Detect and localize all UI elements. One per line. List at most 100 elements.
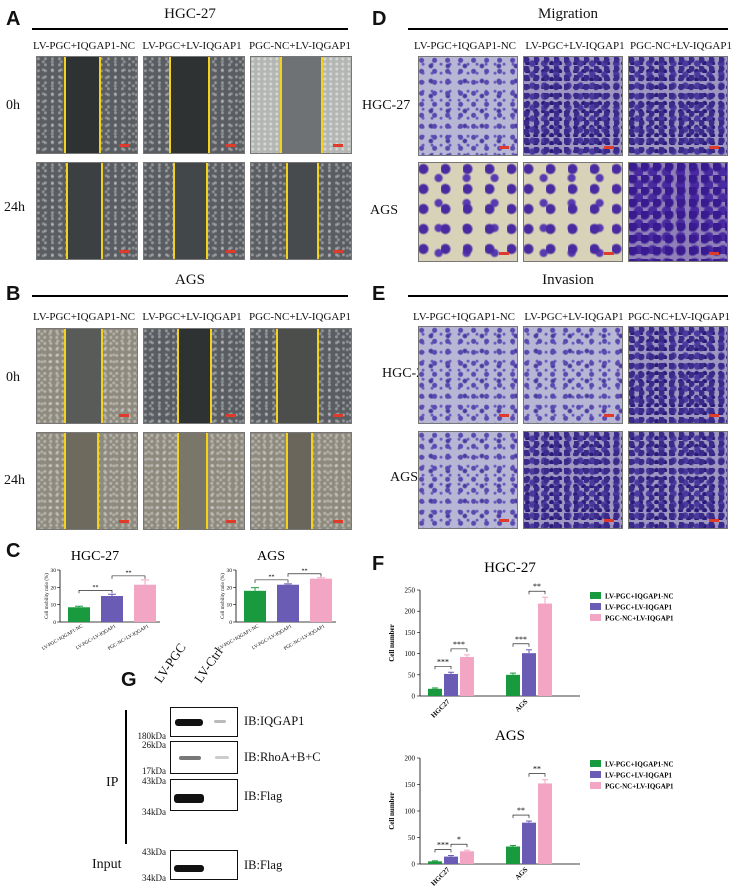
blot-band [179,756,201,760]
panel-e-col-3: PGC-NC+LV-IQGAP1 [628,311,730,323]
blot-band [174,794,204,803]
ib-label: IB:RhoA+B+C [244,750,321,764]
ip-bracket-line [125,710,127,844]
y-tick-label: 100 [405,808,416,816]
transwell-image [523,56,623,156]
panel-e-row-ags: AGS [390,470,419,485]
significance-label: *** [437,841,449,850]
significance-label: ** [533,582,541,591]
panel-e-col-2: LV-PGC+LV-IQGAP1 [524,311,624,323]
bar [444,673,458,696]
wound-image [36,328,138,424]
significance-bracket [254,579,289,583]
x-tick-label: HGC27 [430,865,452,887]
kda-label: 43kDa [142,847,166,857]
kda-label: 34kDa [142,807,166,817]
y-tick-label: 200 [405,755,416,763]
wound-image [250,56,352,154]
panel-b-rule [32,295,348,297]
blot-band [174,865,204,872]
significance-bracket [528,590,546,595]
y-tick-label: 50 [408,671,416,679]
y-tick-label: 100 [405,650,416,658]
bar [522,822,536,864]
y-axis-label: Cell mobility ratio (%) [45,573,50,619]
panel-e-title: Invasion [542,272,594,288]
transwell-image [418,326,518,424]
panel-b-col-3: PGC-NC+LV-IQGAP1 [249,311,351,323]
input-label: Input [92,857,122,872]
bar [522,653,536,696]
kda-label: 17kDa [142,766,166,776]
panel-b-col-1: LV-PGC+IQGAP1-NC [33,311,135,323]
panel-letter-d: D [372,8,387,30]
significance-bracket [512,643,530,647]
significance-bracket [512,814,530,819]
significance-bracket [287,573,322,577]
legend-label: PGC-NC+LV-IQGAP1 [605,615,674,623]
western-blot-rhoa [170,741,238,774]
bar [538,603,552,696]
x-tick-label: AGS [514,698,530,714]
bar [506,846,520,864]
y-tick-label: 30 [227,568,233,574]
legend-swatch [590,592,601,599]
panel-a-col-3: PGC-NC+LV-IQGAP1 [249,40,351,52]
blot-band [215,756,229,759]
y-tick-label: 10 [51,603,57,609]
significance-label: *** [437,657,449,666]
y-axis-label: Cell number [388,792,396,830]
y-tick-label: 20 [51,585,57,591]
y-tick-label: 150 [405,781,416,789]
significance-label: ** [126,570,132,576]
panel-e-col-1: LV-PGC+IQGAP1-NC [413,311,515,323]
y-tick-label: 250 [405,587,416,595]
legend-label: LV-PGC+IQGAP1-NC [605,593,674,601]
significance-bracket [434,665,452,670]
transwell-image [523,431,623,529]
legend-label: LV-PGC+IQGAP1-NC [605,761,674,769]
bar [134,584,156,622]
bar [460,851,474,864]
panel-a-col-1: LV-PGC+IQGAP1-NC [33,40,135,52]
bar [244,590,266,622]
panel-letter-b: B [6,283,21,305]
panel-letter-e: E [372,283,386,305]
western-blot-flag-ip [170,779,238,811]
wound-image [36,56,138,154]
legend-swatch [590,782,601,789]
wound-image [143,328,245,424]
significance-label: ** [517,806,525,815]
y-tick-label: 50 [408,834,416,842]
panel-a-title: HGC-27 [164,6,216,22]
panel-letter-f: F [372,553,385,575]
transwell-image [628,56,728,156]
panel-e-rule [408,295,728,297]
transwell-image [418,162,518,262]
legend-swatch [590,603,601,610]
blot-band [214,720,226,723]
panel-d-row-ags: AGS [370,203,399,218]
chart-title: HGC-27 [484,560,536,576]
panel-d-row-hgc27: HGC-27 [362,98,411,113]
legend-swatch [590,760,601,767]
bar [444,856,458,864]
y-tick-label: 0 [412,861,416,869]
significance-label: ** [93,585,99,591]
ib-label: IB:Flag [244,789,283,803]
significance-bracket [450,843,468,848]
transwell-image [628,162,728,262]
bar [428,861,442,864]
panel-b-row-24h: 24h [4,473,25,488]
transwell-image [418,431,518,529]
panel-a-row-0h: 0h [6,98,20,113]
y-tick-label: 20 [227,585,233,591]
y-tick-label: 0 [53,620,56,626]
panel-letter-a: A [6,8,21,30]
transwell-image [523,326,623,424]
ip-label: IP [106,775,119,790]
panel-letter-g: G [121,669,137,691]
significance-bracket [528,773,546,777]
transwell-image [628,326,728,424]
